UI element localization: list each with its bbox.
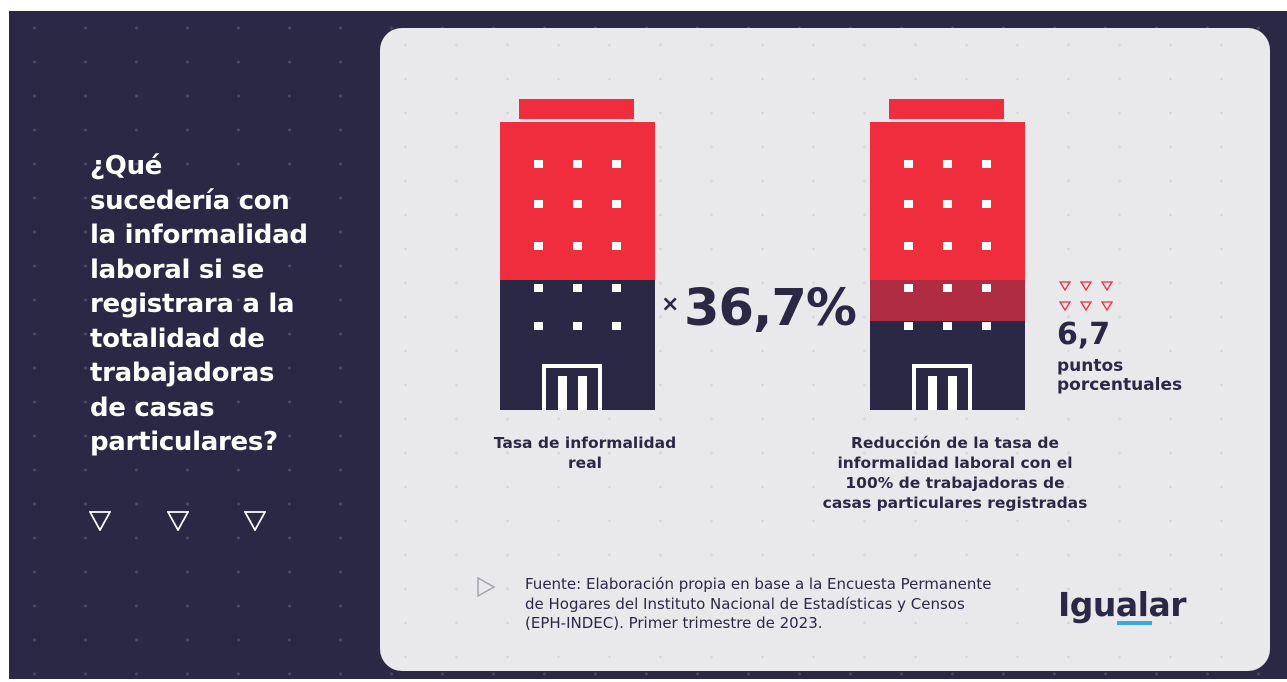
triangle-down-icon xyxy=(167,511,189,531)
building-roof xyxy=(519,99,634,119)
triangle-down-icon xyxy=(1079,301,1093,312)
question-title: ¿Qué sucedería con la informalidad labor… xyxy=(90,151,308,457)
triangle-down-icon xyxy=(1100,281,1114,292)
source-note: Fuente: Elaboración propia en base a la … xyxy=(525,575,992,632)
triangle-down-icon xyxy=(89,511,111,531)
reduction-unit: puntos porcentuales xyxy=(1057,356,1183,395)
triangle-down-icon xyxy=(244,511,266,531)
logo-underline xyxy=(1117,621,1152,625)
reduction-value: 6,7 xyxy=(1057,317,1111,352)
triangle-down-icon xyxy=(1058,281,1072,292)
triangle-down-icon xyxy=(1058,301,1072,312)
building-roof xyxy=(889,99,1004,119)
igualar-logo: Igualar xyxy=(1058,585,1187,624)
building-door xyxy=(912,364,972,410)
logo-accent: ar xyxy=(1148,585,1187,624)
building-door xyxy=(542,364,602,410)
building-icon-reduction xyxy=(870,99,1025,410)
building-windows xyxy=(904,160,991,330)
label-real-informality: Tasa de informalidad real xyxy=(493,434,677,472)
play-outline-icon xyxy=(477,576,496,598)
informality-value: 36,7% xyxy=(684,279,857,338)
logo-main: Igual xyxy=(1058,585,1149,624)
label-reduction: Reducción de la tasa de informalidad lab… xyxy=(822,434,1088,512)
building-icon-real xyxy=(500,99,655,410)
reduction-triangles xyxy=(1058,281,1114,312)
triangle-down-icon xyxy=(1079,281,1093,292)
building-windows xyxy=(534,160,621,330)
triangle-down-icon xyxy=(1100,301,1114,312)
value-prefix: × xyxy=(661,292,680,317)
